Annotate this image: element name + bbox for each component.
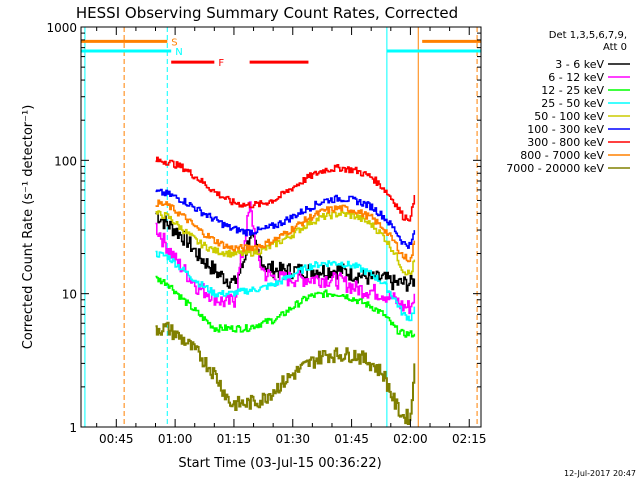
legend-label-3: 25 - 50 keV (541, 97, 604, 110)
legend-label-4: 50 - 100 keV (534, 110, 604, 123)
x-tick-label-3: 01:30 (275, 432, 310, 446)
event-label-s: S (171, 37, 177, 48)
legend-label-0: 3 - 6 keV (555, 58, 604, 71)
y-tick-label-1: 10 (62, 288, 77, 302)
chart-title: HESSI Observing Summary Count Rates, Cor… (76, 4, 458, 22)
series-line-8 (155, 321, 416, 425)
y-tick-label-2: 100 (54, 154, 77, 168)
y-tick-label-0: 1 (69, 421, 77, 435)
y-tick-label-3: 1000 (46, 21, 77, 35)
y-axis-label: Corrected Count Rate (s⁻¹ detector⁻¹) (21, 105, 36, 350)
x-axis-label: Start Time (03-Jul-15 00:36:22) (178, 456, 381, 471)
legend-label-8: 7000 - 20000 keV (506, 162, 604, 175)
plot-frame (80, 26, 482, 428)
series-line-7 (155, 199, 416, 263)
legend-title-1: Att 0 (603, 42, 627, 53)
legend-label-2: 12 - 25 keV (541, 84, 604, 97)
legend-label-5: 100 - 300 keV (527, 123, 604, 136)
event-label-n: N (175, 47, 182, 58)
series-line-0 (155, 212, 416, 292)
legend-label-7: 800 - 7000 keV (520, 149, 604, 162)
x-tick-label-2: 01:15 (217, 432, 252, 446)
legend-label-6: 300 - 800 keV (527, 136, 604, 149)
legend-title-0: Det 1,3,5,6,7,9, (549, 30, 627, 41)
x-tick-label-4: 01:45 (334, 432, 369, 446)
legend-label-1: 6 - 12 keV (548, 71, 604, 84)
series-line-5 (155, 188, 416, 249)
series-line-2 (155, 275, 416, 338)
footer-date: 12-Jul-2017 20:47 (564, 469, 636, 478)
series-line-3 (155, 250, 416, 322)
event-label-f: F (218, 58, 224, 69)
x-tick-label-5: 02:00 (393, 432, 428, 446)
series-line-6 (155, 156, 416, 222)
x-tick-label-1: 01:00 (158, 432, 193, 446)
x-tick-label-0: 00:45 (99, 432, 134, 446)
x-tick-label-6: 02:15 (452, 432, 487, 446)
series-line-4 (155, 210, 416, 276)
